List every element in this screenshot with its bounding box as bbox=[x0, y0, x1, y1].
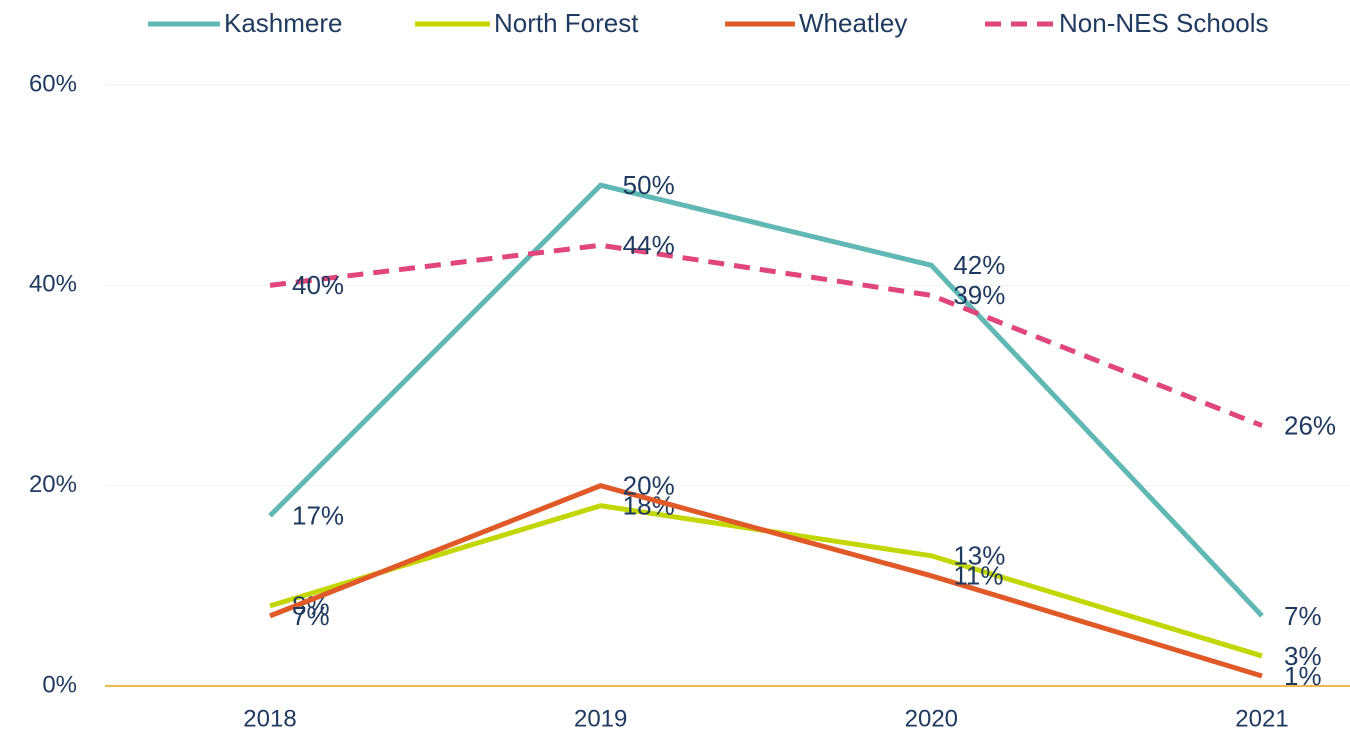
series-line bbox=[269, 483, 1263, 679]
y-tick-label: 0% bbox=[42, 671, 77, 698]
y-tick-label: 40% bbox=[29, 271, 77, 298]
data-label: 42% bbox=[953, 250, 1005, 280]
legend-label: Non-NES Schools bbox=[1059, 8, 1269, 38]
data-label: 17% bbox=[292, 501, 344, 531]
y-tick-label: 20% bbox=[29, 471, 77, 498]
y-tick-label: 60% bbox=[29, 70, 77, 97]
data-label: 1% bbox=[1284, 661, 1322, 691]
legend-label: Kashmere bbox=[224, 8, 343, 38]
series-line bbox=[268, 182, 1264, 618]
data-label: 50% bbox=[623, 170, 675, 200]
data-label: 7% bbox=[292, 601, 330, 631]
data-label: 44% bbox=[623, 230, 675, 260]
data-label: 20% bbox=[623, 471, 675, 501]
x-tick-label: 2021 bbox=[1235, 705, 1288, 732]
data-label: 26% bbox=[1284, 410, 1336, 440]
data-label: 7% bbox=[1284, 601, 1322, 631]
x-tick-label: 2020 bbox=[905, 705, 958, 732]
x-tick-label: 2018 bbox=[243, 705, 296, 732]
series-line bbox=[269, 242, 1263, 428]
data-label: 3% bbox=[1284, 641, 1322, 671]
data-label: 11% bbox=[953, 561, 1003, 591]
legend-label: North Forest bbox=[494, 8, 639, 38]
data-label: 40% bbox=[292, 270, 344, 300]
x-tick-label: 2019 bbox=[574, 705, 627, 732]
legend-label: Wheatley bbox=[799, 8, 907, 38]
data-label: 39% bbox=[953, 280, 1005, 310]
data-label: 13% bbox=[953, 541, 1005, 571]
